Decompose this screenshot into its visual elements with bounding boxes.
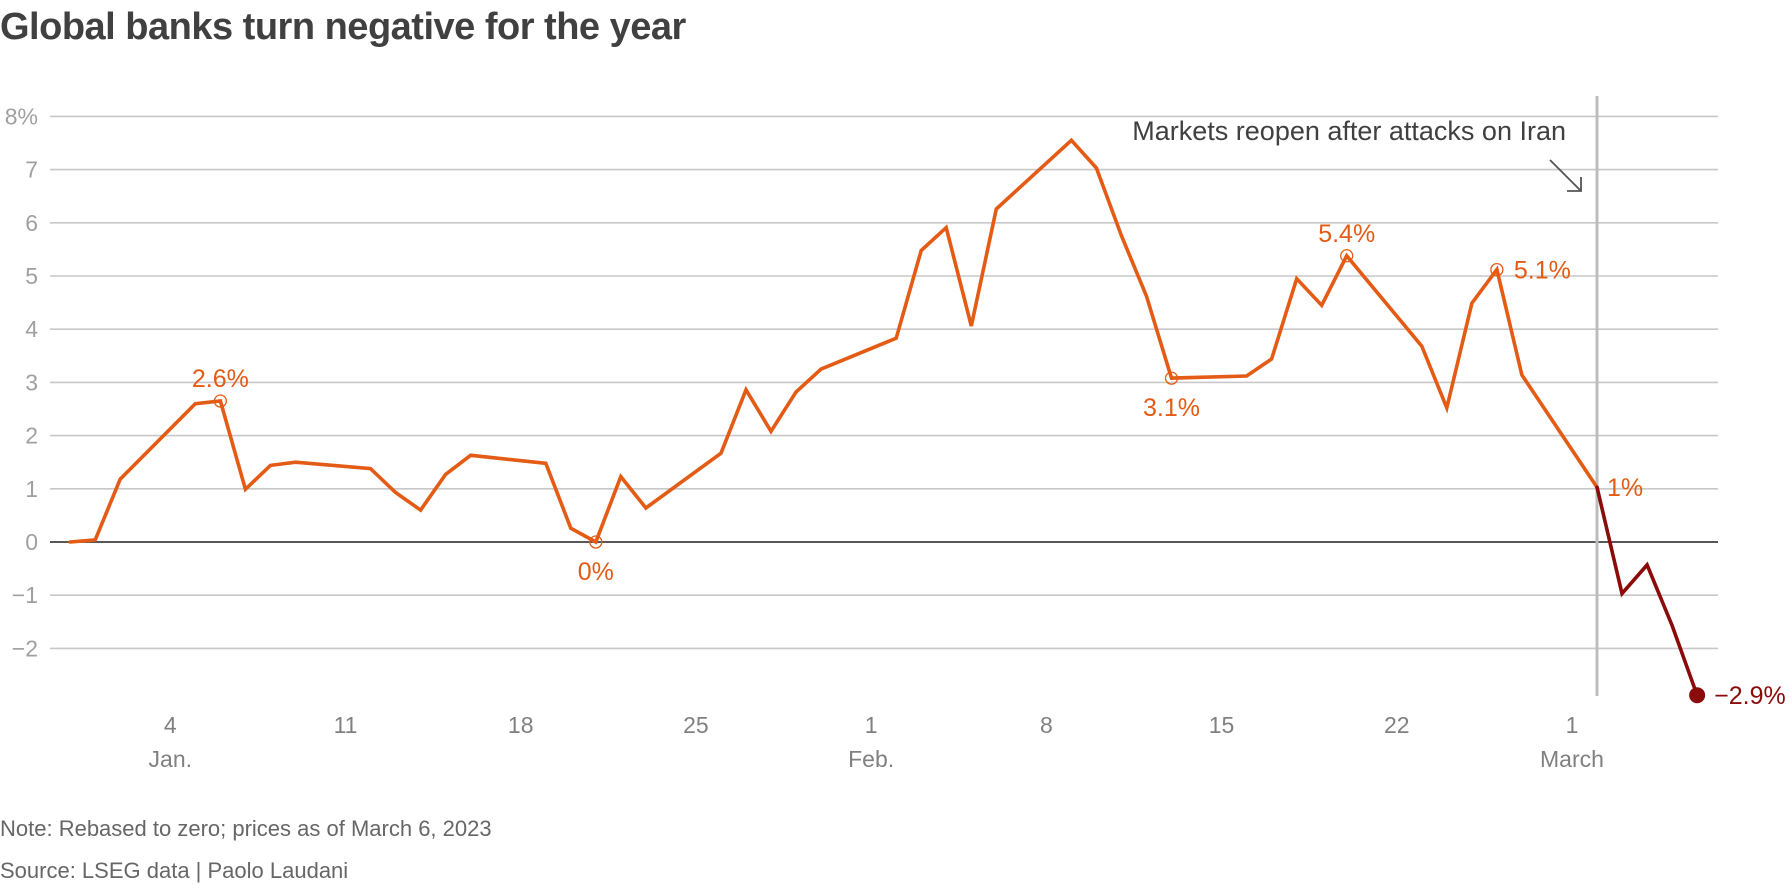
- x-tick-label: 1: [1566, 712, 1579, 738]
- data-label: 5.4%: [1318, 220, 1375, 248]
- x-tick-label: 18: [508, 712, 534, 738]
- y-tick-label: 4: [25, 316, 38, 342]
- y-tick-label: 8%: [5, 103, 38, 129]
- y-tick-label: −1: [12, 582, 38, 608]
- series-line-before-event: [68, 137, 1599, 545]
- data-label: 3.1%: [1143, 394, 1200, 422]
- x-tick-label: 1: [865, 712, 878, 738]
- y-tick-label: 7: [25, 157, 38, 183]
- y-tick-label: 6: [25, 210, 38, 236]
- y-tick-label: 1: [25, 476, 38, 502]
- data-point-marker: [1490, 262, 1504, 277]
- x-tick-label: 22: [1384, 712, 1410, 738]
- data-point-marker: [213, 394, 228, 408]
- arrow-icon: [1549, 159, 1582, 192]
- chart-source: Source: LSEG data | Paolo Laudani: [0, 858, 349, 883]
- y-tick-label: 0: [25, 529, 38, 555]
- series-lines: [68, 137, 1699, 698]
- x-tick-sublabel: Jan.: [149, 746, 192, 772]
- x-tick-label: 11: [334, 712, 358, 738]
- x-axis-ticks: 4 Jan. 11 18 25 1 Feb. 8 15 22 1 March: [149, 712, 1604, 772]
- x-tick-sublabel: Feb.: [848, 746, 894, 772]
- y-tick-label: 3: [25, 369, 38, 395]
- y-tick-label: 5: [25, 263, 38, 289]
- event-marker: Markets reopen after attacks on Iran: [1132, 96, 1599, 696]
- x-tick-label: 8: [1040, 712, 1053, 738]
- y-tick-label: −2: [12, 635, 38, 661]
- annotations: 2.6% 0% 3.1% 5.4% 5.1% 1% −2.9%: [192, 220, 1786, 710]
- x-tick-label: 25: [683, 712, 709, 738]
- chart-title: Global banks turn negative for the year: [0, 6, 686, 48]
- series-line-after-event: [1595, 485, 1699, 698]
- data-label: −2.9%: [1714, 682, 1786, 710]
- data-point-marker: [589, 535, 603, 549]
- line-chart: 8% 7 6 5 4 3 2 1 0 −1 −2 4 Jan. 11 18 25 1 Feb. 8 15 22 1 Mar…: [5, 96, 1786, 772]
- x-tick-label: 4: [164, 712, 177, 738]
- data-point-marker-end: [1689, 687, 1706, 704]
- chart-note: Note: Rebased to zero; prices as of Marc…: [0, 816, 492, 841]
- data-point-marker: [1340, 249, 1354, 263]
- data-label: 1%: [1607, 474, 1643, 502]
- data-label: 5.1%: [1514, 257, 1571, 285]
- event-annotation-label: Markets reopen after attacks on Iran: [1132, 116, 1566, 146]
- y-axis-ticks: 8% 7 6 5 4 3 2 1 0 −1 −2: [5, 103, 38, 661]
- x-tick-label: 15: [1209, 712, 1235, 738]
- data-point-marker: [1164, 371, 1179, 385]
- data-label: 2.6%: [192, 365, 249, 393]
- gridlines: [50, 115, 1718, 650]
- x-tick-sublabel: March: [1540, 746, 1604, 772]
- y-tick-label: 2: [25, 423, 38, 449]
- data-label: 0%: [578, 558, 614, 586]
